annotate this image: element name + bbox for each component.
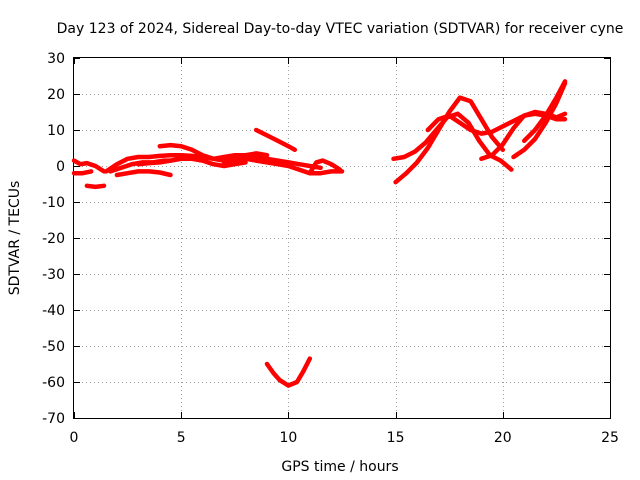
y-tick-label: -60 — [42, 375, 65, 391]
y-tick-label: -40 — [42, 303, 65, 319]
y-tick-label: -50 — [42, 339, 65, 355]
x-tick-label: 0 — [70, 430, 79, 446]
series-arc-10 — [221, 156, 345, 176]
series-arc-6 — [114, 169, 173, 178]
y-tick-label: -20 — [42, 231, 65, 247]
y-tick-label: -10 — [42, 195, 65, 211]
x-tick-label: 10 — [279, 430, 297, 446]
series-arc-3 — [84, 183, 107, 190]
grid-layer — [74, 58, 610, 418]
series-arc-11 — [253, 127, 298, 153]
y-axis-label: SDTVAR / TECUs — [7, 181, 23, 296]
series-arc-1 — [71, 158, 107, 174]
y-tick-label: -70 — [42, 411, 65, 427]
tick-layer: 0 5 10 15 20 25 -70 -60 -50 -40 -30 -20 -10 0 10 20 30 — [42, 51, 619, 446]
x-tick-label: 20 — [494, 430, 512, 446]
y-tick-label: 0 — [56, 159, 65, 175]
y-tick-label: -30 — [42, 267, 65, 283]
y-tick-label: 30 — [47, 51, 65, 67]
chart-title: Day 123 of 2024, Sidereal Day-to-day VTE… — [57, 21, 624, 37]
series-arc-15 — [393, 95, 506, 185]
y-tick-label: 10 — [47, 123, 65, 139]
series-arc-17 — [479, 109, 568, 162]
plot-frame — [73, 57, 611, 419]
x-tick-label: 15 — [387, 430, 405, 446]
x-axis-label: GPS time / hours — [281, 459, 398, 475]
series-arc-8 — [136, 156, 248, 169]
x-tick-label: 25 — [601, 430, 619, 446]
series-arc-9 — [200, 152, 323, 171]
y-tick-label: 20 — [47, 87, 65, 103]
series-arc-2 — [71, 169, 94, 176]
series-arc-12 — [307, 158, 343, 176]
x-tick-label: 5 — [177, 430, 186, 446]
series-arc-19 — [521, 79, 568, 144]
series-layer — [71, 79, 568, 388]
series-arc-4 — [103, 152, 205, 174]
series-arc-13 — [264, 356, 313, 388]
series-arc-18 — [511, 80, 568, 160]
